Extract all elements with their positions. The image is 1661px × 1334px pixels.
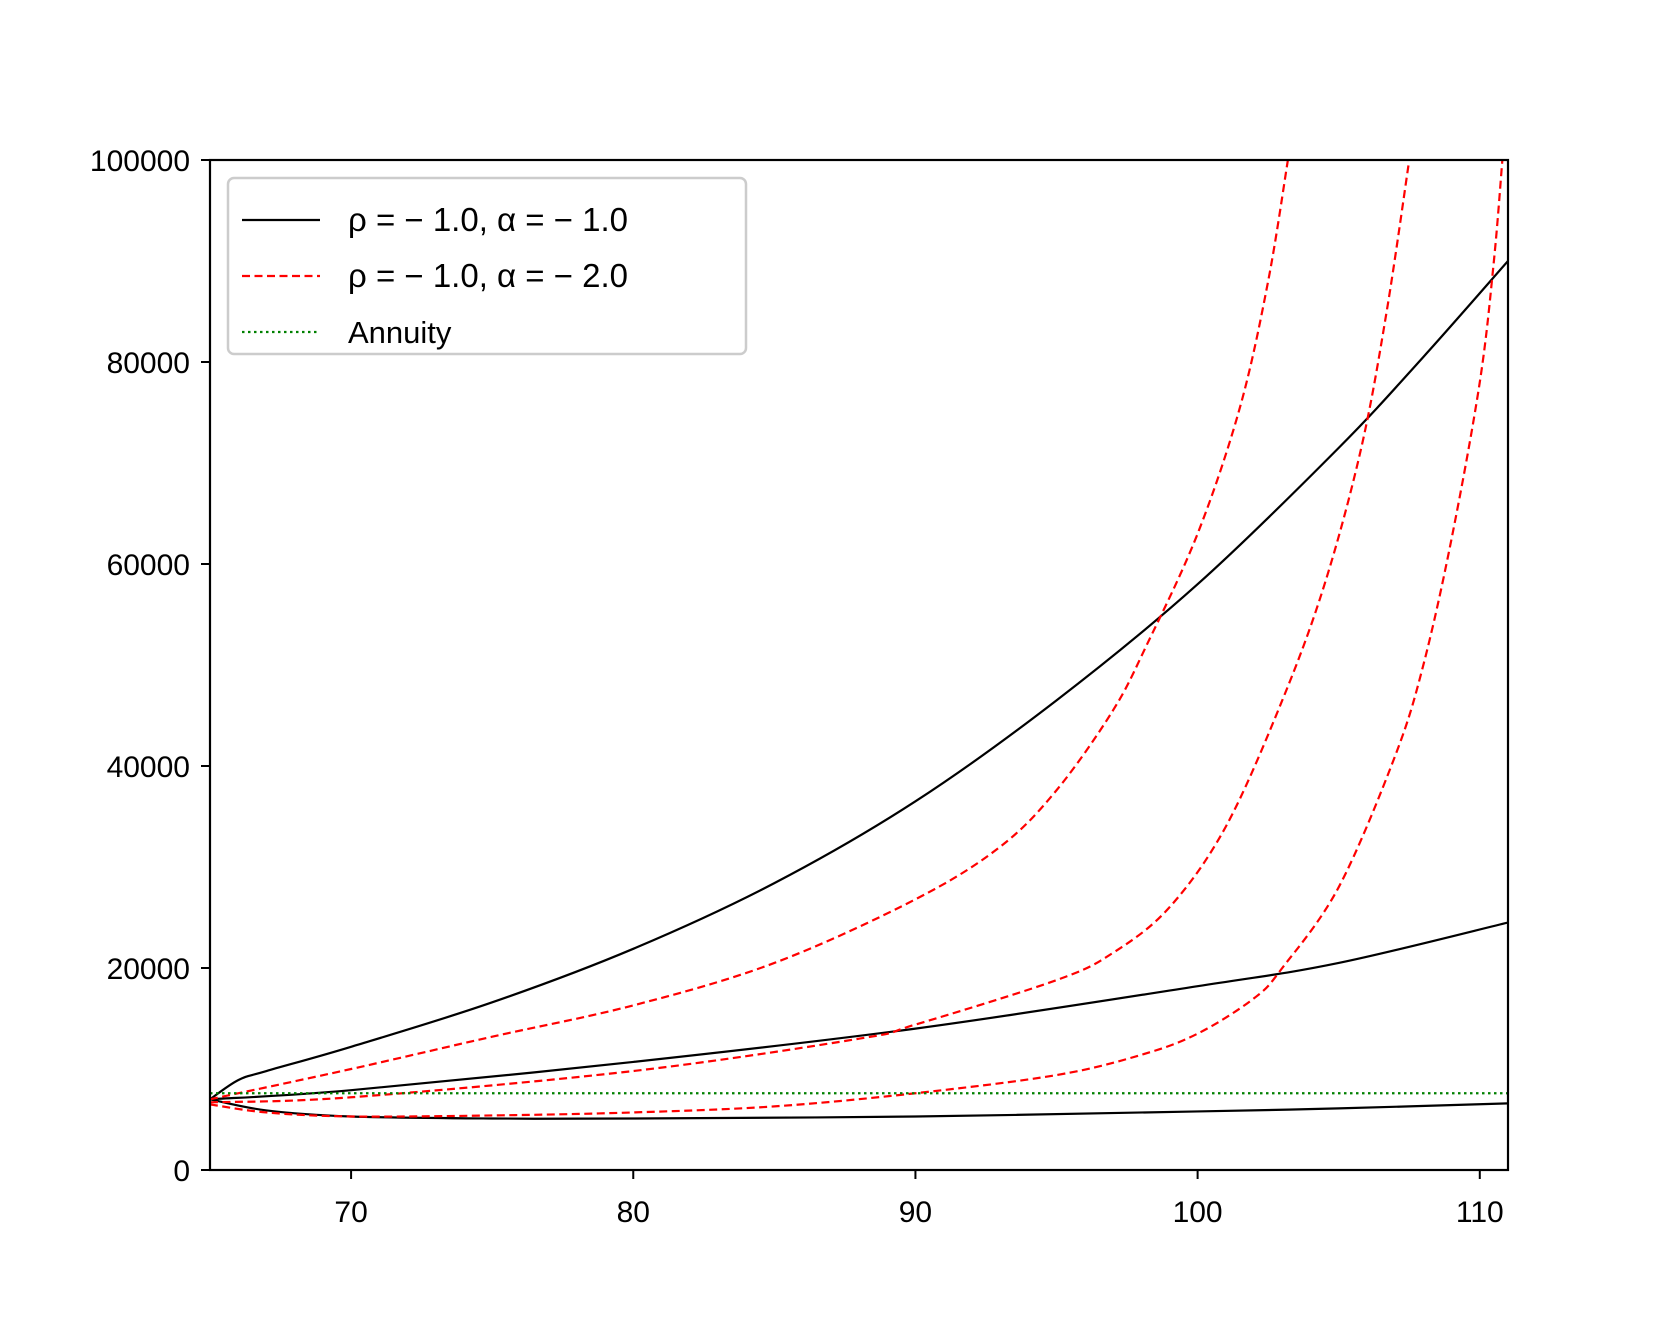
y-tick-label: 40000 <box>107 751 190 784</box>
x-tick-label: 100 <box>1173 1196 1223 1229</box>
series-line-3 <box>210 160 1289 1101</box>
legend-label-2: Annuity <box>348 315 452 350</box>
x-tick-label: 70 <box>334 1196 367 1229</box>
plot-frame <box>208 158 1510 1172</box>
x-tick-label: 110 <box>1456 1196 1504 1229</box>
y-tick-label: 60000 <box>107 549 190 582</box>
series-line-1 <box>210 921 1508 1101</box>
series-line-4 <box>210 160 1411 1104</box>
y-tick-label: 0 <box>173 1155 190 1188</box>
legend-label-1: ρ = − 1.0, α = − 2.0 <box>348 257 628 294</box>
series-line-5 <box>210 160 1504 1118</box>
legend: ρ = − 1.0, α = − 1.0 ρ = − 1.0, α = − 2.0… <box>226 176 748 356</box>
legend-box <box>226 176 748 356</box>
legend-label-0: ρ = − 1.0, α = − 1.0 <box>348 201 628 238</box>
series-layer <box>210 160 1508 1120</box>
x-tick-label: 80 <box>617 1196 650 1229</box>
x-tick-label: 90 <box>899 1196 932 1229</box>
series-line-0 <box>210 260 1508 1101</box>
y-tick-label: 80000 <box>107 347 190 380</box>
axis-layer: 70 80 90 100 110 0 20000 40000 60000 80000 100000 <box>90 145 1504 1229</box>
y-tick-label: 100000 <box>90 145 190 178</box>
y-tick-label: 20000 <box>107 953 190 986</box>
